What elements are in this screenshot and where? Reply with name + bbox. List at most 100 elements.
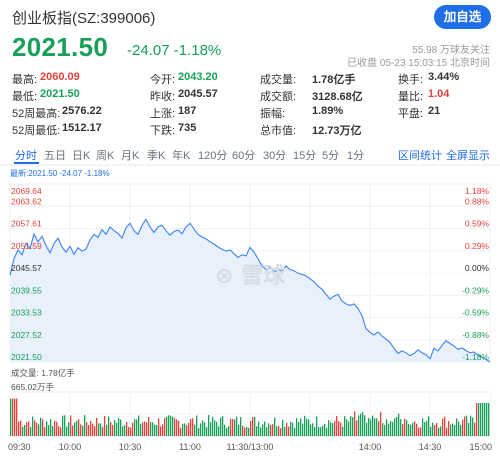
last-price: 2021.50	[12, 32, 109, 62]
volume-bar	[268, 423, 270, 436]
volume-bar	[126, 422, 128, 436]
volume-bar	[342, 426, 344, 436]
volume-bar	[176, 419, 178, 436]
quote-col2-item: 上涨: 187	[150, 105, 196, 121]
quote-value: 735	[178, 122, 197, 134]
volume-bar	[440, 426, 442, 436]
volume-bar	[182, 423, 184, 436]
volume-bar	[304, 415, 306, 436]
volume-bar	[320, 427, 322, 436]
volume-bar	[248, 427, 250, 436]
volume-bar	[192, 418, 194, 436]
volume-bar	[14, 398, 16, 436]
add-to-watchlist-button[interactable]: 加自选	[434, 5, 491, 29]
volume-bar	[16, 398, 18, 436]
tab-8[interactable]: 60分	[232, 150, 256, 162]
volume-bar	[470, 415, 472, 436]
volume-bar	[358, 415, 360, 436]
volume-bar	[338, 421, 340, 436]
tab-4[interactable]: 月K	[121, 150, 140, 162]
volume-bar	[198, 428, 200, 436]
price-tick-label: 2057.61	[11, 219, 42, 229]
pct-tick-label: -0.88%	[462, 330, 489, 340]
volume-bar	[334, 421, 336, 436]
volume-bar	[116, 422, 118, 436]
price-change: -24.07 -1.18%	[127, 42, 222, 59]
volume-bar	[370, 419, 372, 436]
volume-bar	[50, 419, 52, 436]
volume-bar	[118, 418, 120, 436]
volume-bar	[12, 398, 14, 436]
tab-9[interactable]: 30分	[263, 150, 287, 162]
volume-bar	[354, 411, 356, 436]
quote-value: 2021.50	[40, 88, 80, 100]
volume-bar	[404, 418, 406, 436]
tab-10[interactable]: 15分	[293, 150, 317, 162]
volume-bar	[136, 419, 138, 436]
volume-label: 成交量: 1.78亿手	[11, 368, 75, 378]
volume-bar	[162, 424, 164, 436]
range-stats-link[interactable]: 区间统计	[398, 150, 442, 162]
volume-bar	[360, 413, 362, 436]
tab-0[interactable]: 分时	[15, 150, 37, 162]
volume-bar	[260, 427, 262, 436]
volume-bar	[94, 426, 96, 436]
tab-11[interactable]: 5分	[322, 150, 340, 162]
volume-bar	[44, 427, 46, 436]
volume-bar	[380, 412, 382, 436]
price-tick-label: 2051.59	[11, 241, 42, 251]
watermark: ⊗ 雪球	[215, 264, 286, 289]
volume-bar	[270, 425, 272, 436]
volume-bar	[172, 416, 174, 436]
quote-label: 昨收:	[150, 91, 176, 103]
quote-col3-item: 成交额: 3128.68亿	[260, 88, 363, 104]
volume-bar	[70, 415, 72, 436]
volume-bar	[230, 418, 232, 436]
quote-value: 3.44%	[428, 71, 460, 83]
volume-bar	[186, 425, 188, 436]
tab-2[interactable]: 日K	[72, 150, 91, 162]
volume-bar	[108, 416, 110, 436]
quote-value: 21	[428, 105, 441, 117]
tab-1[interactable]: 五日	[44, 150, 66, 162]
volume-bar	[464, 416, 466, 436]
volume-bar	[274, 417, 276, 436]
tab-3[interactable]: 周K	[96, 150, 115, 162]
price-tick-label: 2069.64	[11, 186, 42, 196]
price-tick-label: 2033.53	[11, 308, 42, 318]
volume-bar	[364, 415, 366, 436]
quote-label: 今开:	[150, 74, 176, 86]
volume-bar	[32, 416, 34, 436]
pct-tick-label: 0.29%	[465, 241, 490, 251]
volume-bar	[314, 427, 316, 436]
volume-bar	[410, 424, 412, 436]
tab-7[interactable]: 120分	[198, 150, 228, 162]
fullscreen-link[interactable]: 全屏显示	[446, 150, 490, 162]
chart-tabs: 分时 五日 日K 周K 月K 季K 年K 120分 60分 30分 15分 5分 1分 区间统计 全屏显示	[0, 143, 500, 165]
tab-6[interactable]: 年K	[172, 150, 191, 162]
quote-label: 最高:	[12, 74, 38, 86]
volume-bar	[384, 425, 386, 436]
quote-label: 52周最低:	[12, 125, 61, 137]
volume-bar	[42, 419, 44, 436]
volume-bar	[308, 419, 310, 436]
volume-bar	[368, 417, 370, 436]
price-tick-label: 2039.55	[11, 285, 42, 295]
volume-bar	[456, 418, 458, 436]
volume-bar	[262, 424, 264, 436]
volume-bar	[376, 418, 378, 436]
volume-bar	[472, 417, 474, 436]
volume-bar	[48, 425, 50, 436]
volume-bar	[336, 416, 338, 436]
volume-bar	[160, 426, 162, 436]
volume-bar	[438, 427, 440, 436]
volume-bar	[128, 426, 130, 436]
volume-bar	[460, 425, 462, 436]
volume-bar	[114, 420, 116, 436]
tab-12[interactable]: 1分	[347, 150, 365, 162]
tab-5[interactable]: 季K	[147, 150, 166, 162]
volume-bar	[326, 427, 328, 436]
volume-bar	[216, 421, 218, 436]
volume-bar	[156, 425, 158, 436]
